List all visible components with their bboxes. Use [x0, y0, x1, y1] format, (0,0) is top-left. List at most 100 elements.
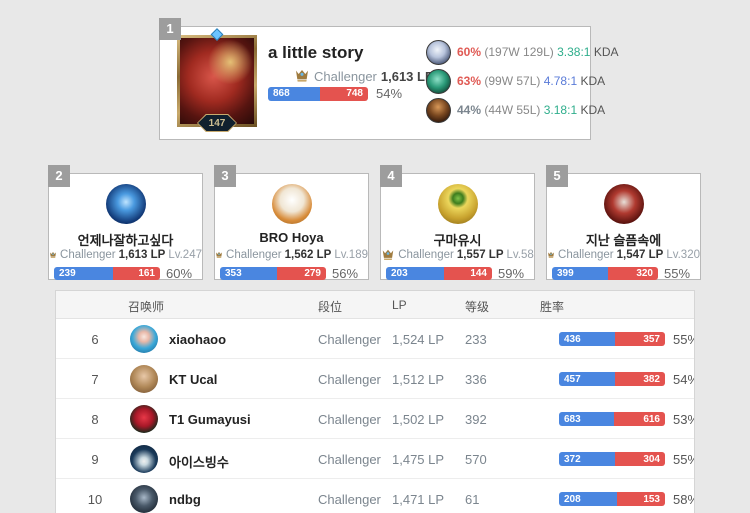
- kda-label: KDA: [580, 103, 606, 117]
- kda-label: KDA: [580, 74, 606, 88]
- kda-label: KDA: [593, 45, 619, 59]
- summoner-level: 61: [465, 492, 480, 507]
- lp-value: 1,613 LP: [380, 68, 434, 84]
- summoner-name[interactable]: T1 Gumayusi: [169, 412, 251, 427]
- champion-stat-row[interactable]: 60% (197W 129L) 3.38:1 KDA: [426, 39, 619, 65]
- tier-label: Challenger: [558, 249, 614, 261]
- champion-record: (197W 129L): [484, 45, 554, 59]
- rank-player-card[interactable]: 2 언제나잘하고싶다 Challenger 1,613 LP Lv.247 23…: [48, 165, 203, 281]
- table-row[interactable]: 8 T1 Gumayusi Challenger 1,502 LP 392 68…: [56, 399, 694, 439]
- wins-segment: 868: [268, 86, 321, 101]
- wins-segment: 372: [559, 452, 616, 466]
- summoner-level: Lv.58: [506, 249, 534, 261]
- summoner-avatar: [105, 184, 146, 224]
- champion-stat-row[interactable]: 44% (44W 55L) 3.18:1 KDA: [426, 97, 619, 123]
- lp-value: 1,475 LP: [392, 452, 445, 467]
- winrate-bar-row: 399 320 55%: [552, 266, 690, 281]
- winrate-bar-row: 868 748 54%: [268, 86, 402, 101]
- winrate-bar-row: 203 144 59%: [386, 266, 524, 281]
- table-row[interactable]: 10 ndbg Challenger 1,471 LP 61 208 153 5…: [56, 479, 694, 513]
- header-level: 等级: [465, 300, 490, 314]
- summoner-avatar: [130, 325, 158, 353]
- rank-player-card[interactable]: 5 지난 슬픔속에 Challenger 1,547 LP Lv.320 399…: [546, 165, 701, 281]
- champion-winrate: 63%: [457, 74, 482, 88]
- tier-label: Challenger: [318, 412, 381, 427]
- summoner-avatar: [130, 445, 158, 473]
- win-loss-bar: 457 382: [559, 372, 665, 386]
- lp-value: 1,547 LP: [616, 249, 664, 261]
- tier-label: Challenger: [226, 249, 282, 261]
- challenger-crest-icon: [215, 248, 223, 262]
- summoner-name[interactable]: 아이스빙수: [169, 455, 229, 470]
- losses-segment: 357: [615, 332, 665, 346]
- summoner-level: Lv.320: [666, 249, 700, 261]
- rank-badge: 5: [546, 165, 568, 187]
- champion-record: (99W 57L): [484, 74, 541, 88]
- losses-segment: 161: [113, 267, 160, 280]
- champion-winrate: 60%: [457, 45, 482, 59]
- tier-line: Challenger 1,613 LP Lv.247: [49, 248, 202, 262]
- tier-label: Challenger: [314, 68, 377, 84]
- rank-badge: 2: [48, 165, 70, 187]
- win-loss-bar: 203 144: [386, 267, 492, 280]
- summoner-avatar: [603, 184, 644, 224]
- summoner-name[interactable]: 구마유시: [433, 233, 482, 248]
- header-lp: LP: [392, 298, 407, 312]
- losses-segment: 304: [615, 452, 665, 466]
- wins-segment: 208: [559, 492, 617, 506]
- summoner-level: Lv.189: [334, 249, 368, 261]
- summoner-name[interactable]: BRO Hoya: [259, 230, 324, 245]
- rank-number: 9: [91, 452, 99, 467]
- lp-value: 1,512 LP: [392, 372, 445, 387]
- rank-player-card[interactable]: 3 BRO Hoya Challenger 1,562 LP Lv.189 35…: [214, 165, 369, 281]
- win-loss-bar: 868 748: [268, 86, 368, 101]
- header-winrate: 胜率: [540, 300, 565, 314]
- header-summoner: 召唤师: [128, 300, 165, 314]
- winrate-bar-row: 239 161 60%: [54, 266, 192, 281]
- wins-segment: 399: [552, 267, 609, 280]
- losses-segment: 748: [320, 86, 368, 101]
- champion-icon: [426, 97, 451, 123]
- losses-segment: 320: [608, 267, 658, 280]
- losses-segment: 153: [616, 492, 665, 506]
- champion-kda-ratio: 3.18:1: [543, 103, 578, 117]
- champion-winrate: 44%: [457, 103, 482, 117]
- tier-line: Challenger 1,557 LP Lv.58: [381, 248, 534, 262]
- lp-value: 1,471 LP: [392, 492, 445, 507]
- tier-line: Challenger 1,562 LP Lv.189: [215, 248, 368, 262]
- table-row[interactable]: 9 아이스빙수 Challenger 1,475 LP 570 372 304 …: [56, 439, 694, 479]
- summoner-name[interactable]: a little story: [268, 43, 364, 62]
- summoner-level: 570: [465, 452, 487, 467]
- summoner-name[interactable]: ndbg: [169, 492, 201, 507]
- winrate-percent: 59%: [498, 266, 525, 281]
- win-loss-bar: 239 161: [54, 267, 160, 280]
- lp-value: 1,562 LP: [284, 249, 332, 261]
- summoner-level: 336: [465, 372, 487, 387]
- table-header: 召唤师 段位 LP 等级 胜率: [56, 291, 694, 319]
- win-loss-bar: 436 357: [559, 332, 665, 346]
- summoner-name[interactable]: KT Ucal: [169, 372, 218, 387]
- tier-label: Challenger: [318, 492, 381, 507]
- losses-segment: 279: [276, 267, 326, 280]
- champion-icon: [426, 39, 451, 65]
- table-row[interactable]: 6 xiaohaoo Challenger 1,524 LP 233 436 3…: [56, 319, 694, 359]
- tier-line: Challenger 1,547 LP Lv.320: [547, 248, 700, 262]
- summoner-name[interactable]: 지난 슬픔속에: [585, 233, 662, 248]
- winrate-bar-row: 353 279 56%: [220, 266, 358, 281]
- rank-badge: 3: [214, 165, 236, 187]
- summoner-level: 392: [465, 412, 487, 427]
- rank-badge: 4: [380, 165, 402, 187]
- summoner-name[interactable]: xiaohaoo: [169, 332, 227, 347]
- champion-stat-row[interactable]: 63% (99W 57L) 4.78:1 KDA: [426, 68, 619, 94]
- champion-portrait-image: [180, 38, 254, 124]
- challenger-crest-icon: [49, 248, 57, 262]
- rank-player-card[interactable]: 4 구마유시 Challenger 1,557 LP Lv.58 203 144…: [380, 165, 535, 281]
- rank-cards-row: 2 언제나잘하고싶다 Challenger 1,613 LP Lv.247 23…: [48, 165, 701, 281]
- challenger-crest-icon: [381, 248, 395, 262]
- table-row[interactable]: 7 KT Ucal Challenger 1,512 LP 336 457 38…: [56, 359, 694, 399]
- tier-label: Challenger: [60, 249, 116, 261]
- summoner-avatar: [130, 485, 158, 513]
- summoner-name[interactable]: 언제나잘하고싶다: [77, 233, 174, 248]
- rank-number: 6: [91, 332, 99, 347]
- rank1-player-card[interactable]: 1 147 a little story Challenger 1,613 LP…: [159, 18, 619, 140]
